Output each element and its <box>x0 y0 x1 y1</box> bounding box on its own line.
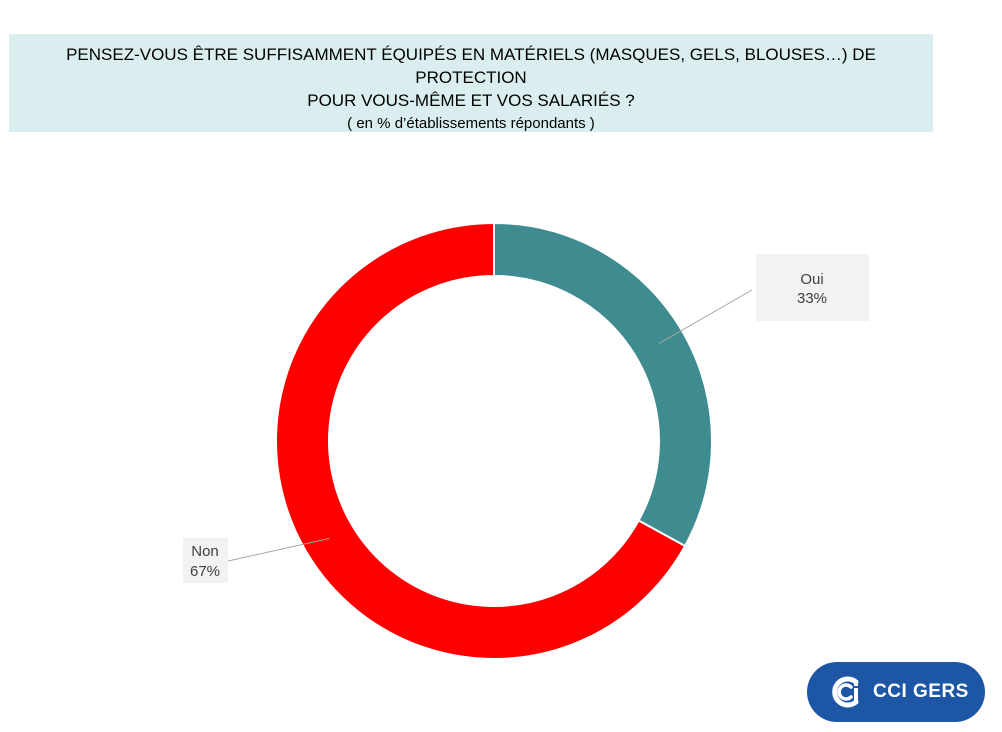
data-label-name-oui: Oui <box>800 271 823 288</box>
data-label-value-non: 67% <box>190 563 220 580</box>
leader-line-oui <box>658 289 753 344</box>
chart-subtitle: ( en % d’établissements répondants ) <box>347 115 595 132</box>
logo-text: CCI GERS <box>873 681 969 702</box>
chart-title-line-2: POUR VOUS-MÊME ET VOS SALARIÉS ? <box>307 91 635 110</box>
data-label-name-non: Non <box>191 543 219 560</box>
donut-slice-oui <box>493 221 713 548</box>
cci-logo-icon <box>832 676 859 708</box>
data-label-value-oui: 33% <box>797 290 827 307</box>
donut-slice-non <box>275 221 687 660</box>
leader-line-non <box>227 537 330 562</box>
data-label-box-oui <box>756 254 869 321</box>
cci-gers-logo: CCI GERS <box>807 662 985 722</box>
data-label-box-non <box>183 538 228 583</box>
chart-title-line-1: PENSEZ-VOUS ÊTRE SUFFISAMMENT ÉQUIPÉS EN… <box>66 45 876 87</box>
chart-title-box: PENSEZ-VOUS ÊTRE SUFFISAMMENT ÉQUIPÉS EN… <box>9 34 933 132</box>
